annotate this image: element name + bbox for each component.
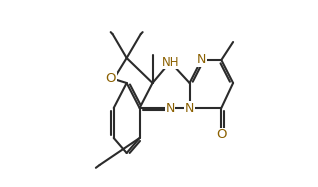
Text: O: O: [216, 128, 227, 142]
Text: N: N: [185, 102, 194, 114]
Text: N: N: [165, 102, 175, 114]
Text: NH: NH: [162, 56, 179, 68]
Text: N: N: [197, 53, 206, 67]
Text: O: O: [106, 73, 116, 85]
